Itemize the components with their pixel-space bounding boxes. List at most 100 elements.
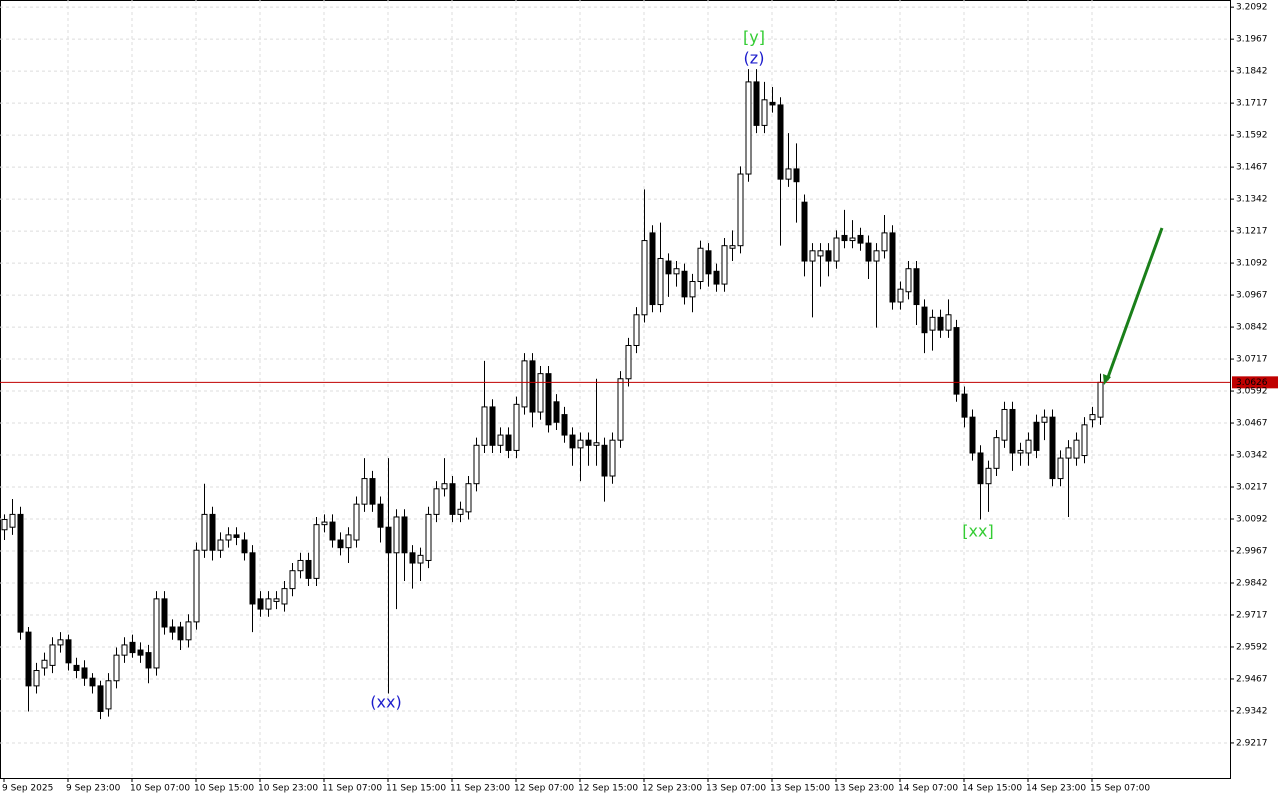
candle-body [953, 327, 960, 395]
candle-body [689, 281, 696, 298]
candle-body [1049, 416, 1056, 480]
y-tick-label: 2.9842 [1236, 578, 1268, 588]
candle-body [1081, 424, 1088, 457]
candle-body [401, 516, 408, 554]
candle-body [25, 631, 32, 687]
candle-body [505, 434, 512, 451]
candle-body [993, 437, 1000, 469]
candle-body [633, 314, 640, 346]
candle-body [721, 245, 728, 285]
candle-body [153, 598, 160, 669]
candle-body [945, 314, 952, 331]
candle-body [161, 598, 168, 628]
candle-body [313, 524, 320, 579]
candle-body [849, 237, 856, 242]
candle-body [1025, 439, 1032, 454]
candle-body [793, 168, 800, 183]
y-tick-label: 3.1217 [1236, 227, 1268, 237]
candle-body [921, 306, 928, 334]
x-tick-label: 13 Sep 07:00 [706, 784, 766, 794]
candle-body [65, 639, 72, 664]
candle-body [593, 442, 600, 446]
candle-body [185, 621, 192, 641]
x-tick-label: 14 Sep 07:00 [898, 784, 958, 794]
candle-body [737, 173, 744, 247]
candle-body [985, 467, 992, 485]
candle-body [913, 268, 920, 306]
candle-body [225, 534, 232, 541]
wave-label: (xx) [370, 693, 401, 712]
candle-body [513, 403, 520, 451]
candle-body [305, 559, 312, 579]
candle-body [121, 644, 128, 656]
candle-body [865, 242, 872, 262]
candle-body [1009, 408, 1016, 454]
candle-body [681, 270, 688, 298]
y-tick-label: 2.9967 [1236, 546, 1268, 556]
y-tick-label: 3.0467 [1236, 419, 1268, 429]
candle-body [521, 360, 528, 408]
candle-body [1057, 457, 1064, 480]
candle-body [1089, 414, 1096, 421]
candle-body [785, 168, 792, 180]
candle-body [937, 316, 944, 331]
candle-body [393, 516, 400, 554]
candle-body [57, 639, 64, 646]
y-tick-label: 3.2092 [1236, 3, 1268, 13]
y-tick-label: 3.1467 [1236, 163, 1268, 173]
x-tick-label: 11 Sep 15:00 [386, 784, 446, 794]
candle-body [257, 598, 264, 610]
candle-body [17, 513, 24, 633]
candle-body [49, 644, 56, 666]
candle-body [857, 234, 864, 244]
y-tick-label: 3.1842 [1236, 67, 1268, 77]
candle-body [665, 260, 672, 275]
candle-body [73, 664, 80, 672]
candle-body [337, 539, 344, 549]
candle-body [801, 201, 808, 262]
candle-body [81, 667, 88, 679]
candle-body [353, 503, 360, 541]
candle-body [233, 534, 240, 538]
candle-body [321, 521, 328, 526]
y-tick-label: 3.0092 [1236, 515, 1268, 525]
candle-body [817, 250, 824, 257]
y-tick-label: 3.1342 [1236, 195, 1268, 205]
x-tick-label: 12 Sep 07:00 [514, 784, 574, 794]
candle-body [457, 508, 464, 515]
candle-body [905, 268, 912, 293]
x-tick-label: 10 Sep 15:00 [194, 784, 254, 794]
candle-body [649, 232, 656, 306]
y-tick-label: 3.1592 [1236, 131, 1268, 141]
candle-body [889, 232, 896, 303]
x-tick-label: 11 Sep 07:00 [322, 784, 382, 794]
overlay: 3.0626 [y] (z) (xx) [xx] [0, 28, 1278, 712]
candle-body [897, 288, 904, 303]
candle-body [1, 519, 8, 531]
candle-body [433, 488, 440, 515]
candle-body [497, 434, 504, 446]
y-tick-label: 3.1967 [1236, 35, 1268, 45]
y-tick-label: 3.0592 [1236, 387, 1268, 397]
candle-body [929, 316, 936, 331]
candle-body [553, 401, 560, 423]
candle-body [1001, 408, 1008, 441]
candle-body [697, 247, 704, 283]
x-tick-label: 12 Sep 15:00 [578, 784, 638, 794]
candle-body [961, 393, 968, 418]
candle-body [969, 416, 976, 454]
candle-body [705, 250, 712, 275]
candle-body [385, 526, 392, 554]
candle-body [729, 245, 736, 249]
candle-body [489, 406, 496, 446]
candle-body [145, 652, 152, 669]
candle-body [129, 641, 136, 654]
candle-body [673, 268, 680, 275]
y-tick-label: 2.9217 [1236, 738, 1268, 748]
candle-body [241, 539, 248, 554]
candle-body [105, 680, 112, 710]
y-tick-label: 3.0967 [1236, 291, 1268, 301]
candle-body [465, 483, 472, 513]
price-tag [1232, 376, 1278, 389]
